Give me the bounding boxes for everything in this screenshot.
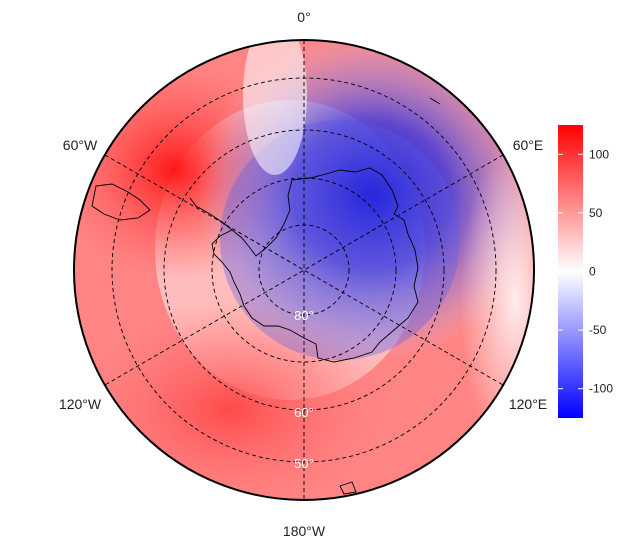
anomaly-field — [74, 40, 534, 500]
meridian-label-0: 0° — [297, 9, 310, 25]
map-boundary — [73, 39, 535, 501]
antarctic-peninsula — [189, 197, 233, 231]
latitude-circle-70 — [211, 177, 397, 363]
meridian-label-120e: 120°E — [509, 396, 547, 412]
colorbar-tick-label: 100 — [589, 147, 609, 161]
meridian-label-60w: 60°W — [63, 137, 98, 153]
australia-fragment — [429, 97, 441, 105]
new-zealand-fragment — [339, 481, 357, 495]
colorbar-tick-label: 50 — [589, 206, 603, 220]
latitude-label-50: 50° — [294, 456, 314, 471]
meridian-label-120w: 120°W — [59, 396, 102, 412]
south-america-tip — [91, 183, 151, 221]
colorbar-tick-label: 0 — [589, 265, 596, 279]
meridian-label-60e: 60°E — [513, 137, 544, 153]
meridian-label-180w: 180°W — [283, 523, 326, 539]
colorbar-tick-label: -50 — [589, 323, 607, 337]
graticule — [104, 40, 504, 500]
coastlines — [91, 97, 441, 495]
colorbar-ticks: 100 50 0 -50 -100 — [558, 147, 613, 396]
colorbar: 100 50 0 -50 -100 — [558, 125, 613, 418]
latitude-label-80: 80° — [294, 308, 314, 323]
latitude-circle-60 — [163, 129, 445, 411]
latitude-label-60: 60° — [294, 405, 314, 420]
antarctica-coastline — [211, 167, 419, 363]
colorbar-tick-label: -100 — [589, 382, 613, 396]
